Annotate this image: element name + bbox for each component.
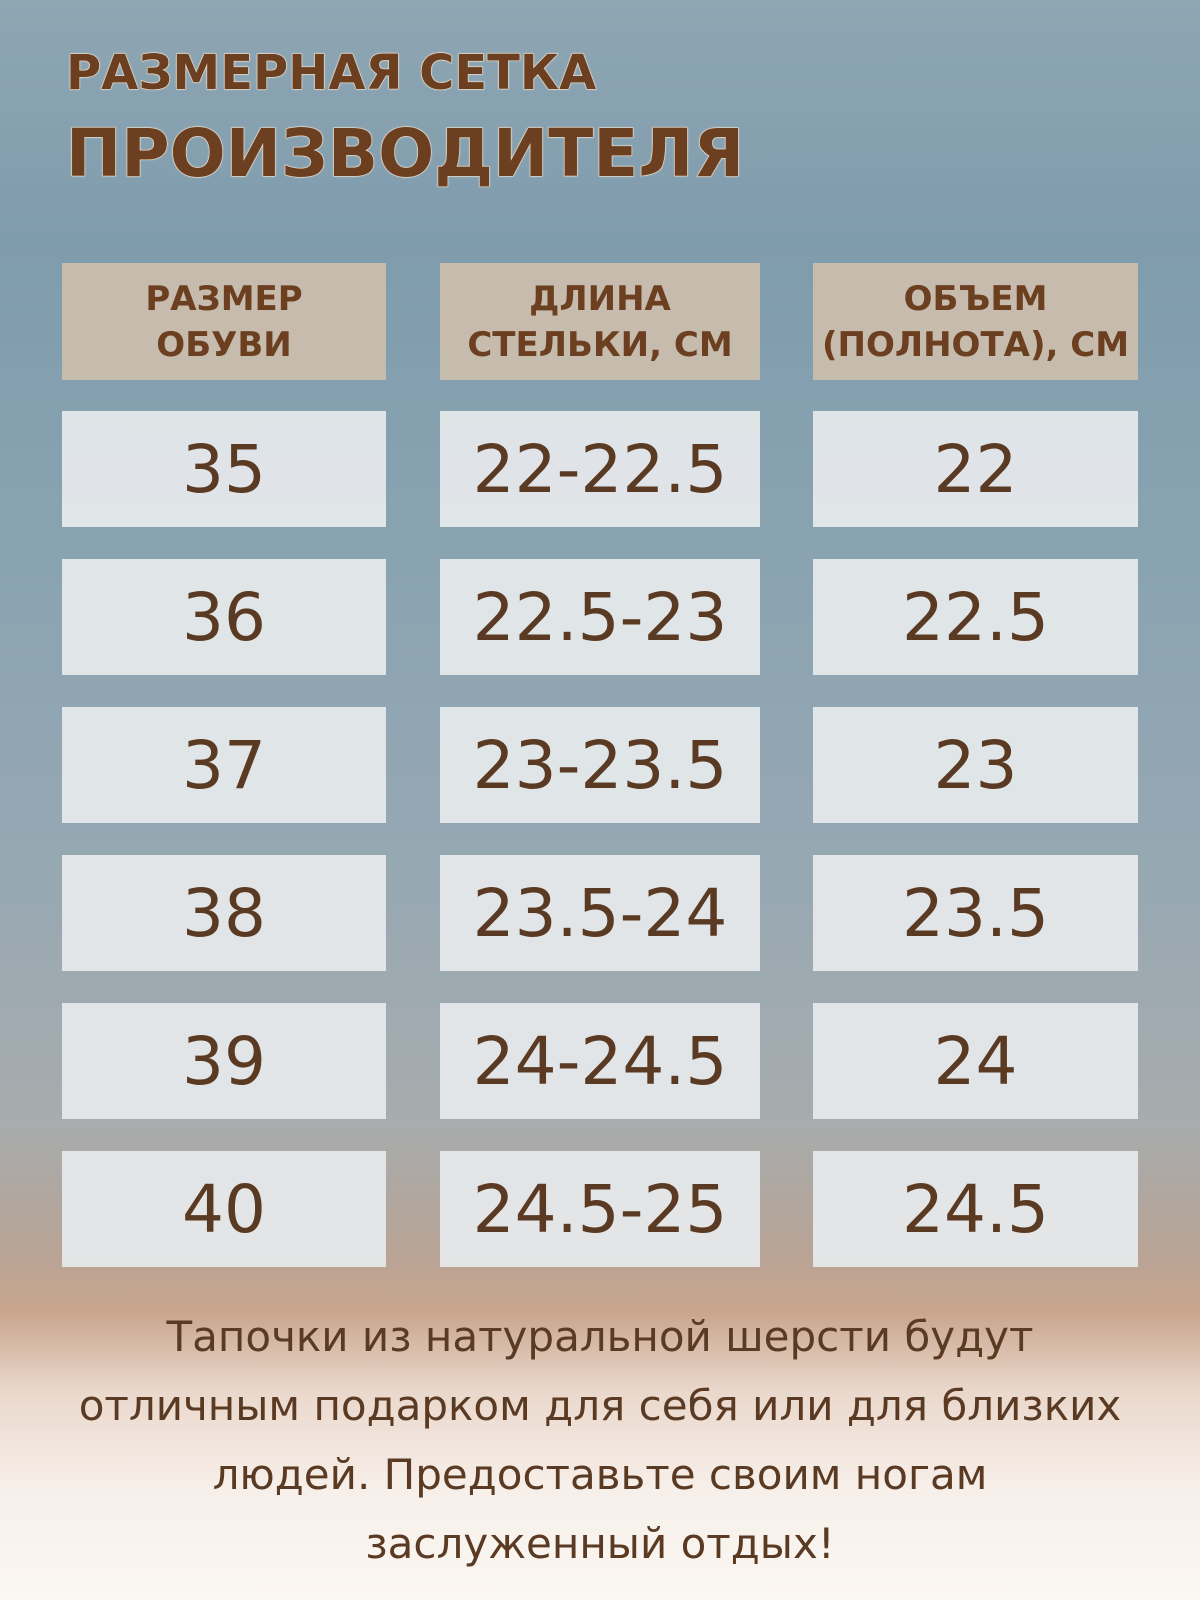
header-cell: ОБЪЕМ (ПОЛНОТА), СМ	[813, 263, 1138, 380]
table-cell: 36	[62, 559, 386, 675]
table-cell: 23-23.5	[440, 707, 760, 823]
header-text: (ПОЛНОТА), СМ	[821, 324, 1130, 365]
table-cell: 35	[62, 411, 386, 527]
header-text: ОБЪЕМ	[903, 278, 1048, 319]
title-line: ПРОИЗВОДИТЕЛЯ	[65, 115, 745, 193]
header-cell: РАЗМЕР ОБУВИ	[62, 263, 386, 380]
footer-text: людей. Предоставьте своим ногам	[212, 1450, 988, 1499]
table-cell: 38	[62, 855, 386, 971]
header-text: ДЛИНА	[529, 278, 671, 319]
table-cell: 24	[813, 1003, 1138, 1119]
table-cell: 23.5	[813, 855, 1138, 971]
table-cell: 22.5	[813, 559, 1138, 675]
title-line: РАЗМЕРНАЯ СЕТКА	[65, 45, 597, 102]
footer-text: заслуженный отдых!	[365, 1519, 835, 1568]
header-text: РАЗМЕР	[145, 278, 303, 319]
table-cell: 22-22.5	[440, 411, 760, 527]
header-text: ОБУВИ	[156, 324, 292, 365]
header-text: СТЕЛЬКИ, СМ	[467, 324, 733, 365]
table-cell: 24.5	[813, 1151, 1138, 1267]
table-cell: 40	[62, 1151, 386, 1267]
table-cell: 24.5-25	[440, 1151, 760, 1267]
footer-text: отличным подарком для себя или для близк…	[78, 1381, 1122, 1430]
table-cell: 23.5-24	[440, 855, 760, 971]
footer-text: Тапочки из натуральной шерсти будут	[166, 1312, 1034, 1361]
table-cell: 39	[62, 1003, 386, 1119]
table-cell: 24-24.5	[440, 1003, 760, 1119]
table-cell: 22	[813, 411, 1138, 527]
table-cell: 22.5-23	[440, 559, 760, 675]
table-cell: 37	[62, 707, 386, 823]
table-cell: 23	[813, 707, 1138, 823]
header-cell: ДЛИНА СТЕЛЬКИ, СМ	[440, 263, 760, 380]
